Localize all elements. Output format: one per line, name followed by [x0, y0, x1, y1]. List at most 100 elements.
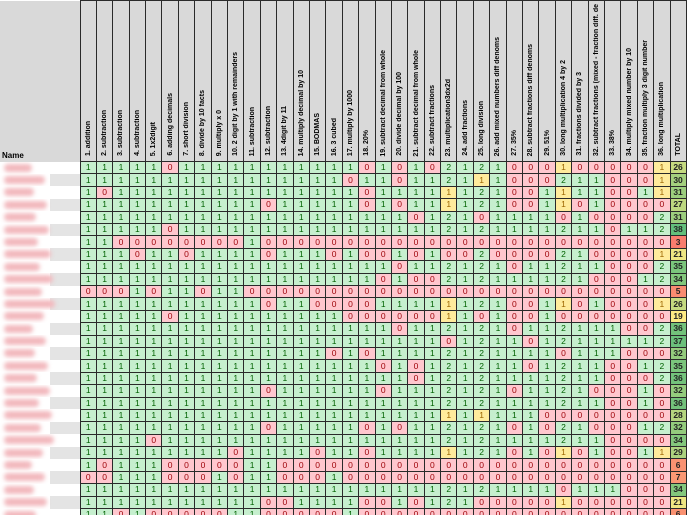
score-cell[interactable]: 1 [456, 408, 474, 423]
score-cell[interactable]: 1 [538, 359, 556, 373]
student-name-redacted[interactable] [0, 359, 81, 373]
score-cell[interactable]: 1 [177, 198, 196, 212]
score-cell[interactable]: 1 [210, 322, 229, 336]
score-cell[interactable]: 0 [177, 235, 196, 249]
score-cell[interactable]: 1 [603, 346, 622, 361]
score-cell[interactable]: 0 [587, 247, 606, 262]
score-cell[interactable]: 2 [653, 421, 671, 435]
score-cell[interactable]: 1 [587, 359, 606, 373]
score-cell[interactable]: 1 [194, 223, 212, 237]
score-cell[interactable]: 1 [456, 161, 474, 175]
score-cell[interactable]: 0 [325, 247, 343, 262]
score-cell[interactable]: 0 [161, 470, 179, 485]
score-cell[interactable]: 0 [358, 185, 376, 200]
score-cell[interactable]: 1 [390, 334, 409, 348]
score-cell[interactable]: 1 [489, 433, 507, 448]
score-cell[interactable]: 0 [472, 284, 491, 299]
score-cell[interactable]: 2 [440, 260, 458, 274]
score-cell[interactable]: 1 [145, 247, 163, 262]
score-cell[interactable]: 1 [308, 371, 327, 386]
score-cell[interactable]: 1 [636, 396, 655, 410]
score-cell[interactable]: 0 [308, 446, 327, 460]
score-cell[interactable]: 1 [358, 272, 376, 287]
score-cell[interactable]: 1 [210, 173, 229, 187]
score-cell[interactable]: 1 [161, 210, 179, 225]
score-cell[interactable]: 0 [374, 458, 392, 472]
student-name-redacted[interactable] [0, 211, 81, 224]
score-cell[interactable]: 1 [571, 247, 589, 262]
score-cell[interactable]: 0 [276, 458, 294, 472]
score-cell[interactable]: 1 [341, 396, 360, 410]
score-cell[interactable]: 0 [522, 284, 540, 299]
score-cell[interactable]: 1 [489, 334, 507, 348]
score-cell[interactable]: 1 [292, 161, 310, 175]
score-cell[interactable]: 0 [587, 309, 606, 324]
question-header[interactable]: 27. 35% [505, 0, 524, 163]
score-cell[interactable]: 1 [538, 322, 556, 336]
score-cell[interactable]: 1 [390, 247, 409, 262]
score-cell[interactable]: 1 [325, 421, 343, 435]
score-cell[interactable]: 1 [128, 272, 147, 287]
student-name-redacted[interactable] [0, 285, 81, 298]
score-cell[interactable]: 1 [423, 346, 442, 361]
score-cell[interactable]: 0 [538, 446, 556, 460]
score-cell[interactable]: 1 [210, 223, 229, 237]
score-cell[interactable]: 1 [456, 309, 474, 324]
score-cell[interactable]: 0 [620, 297, 638, 311]
score-cell[interactable]: 0 [161, 223, 179, 237]
score-cell[interactable]: 1 [276, 334, 294, 348]
score-cell[interactable]: 1 [554, 198, 573, 212]
score-cell[interactable]: 2 [440, 346, 458, 361]
score-cell[interactable]: 1 [177, 483, 196, 497]
score-cell[interactable]: 1 [227, 161, 245, 175]
score-cell[interactable]: 1 [259, 446, 278, 460]
score-cell[interactable]: 0 [603, 384, 622, 398]
score-cell[interactable]: 1 [358, 334, 376, 348]
score-cell[interactable]: 1 [128, 495, 147, 510]
score-cell[interactable]: 1 [571, 223, 589, 237]
student-name-redacted[interactable] [0, 161, 81, 174]
score-cell[interactable]: 1 [227, 322, 245, 336]
score-cell[interactable]: 0 [505, 322, 524, 336]
score-cell[interactable]: 0 [440, 235, 458, 249]
score-cell[interactable]: 0 [603, 359, 622, 373]
score-cell[interactable]: 1 [210, 446, 229, 460]
score-cell[interactable]: 1 [161, 173, 179, 187]
student-name-redacted[interactable] [0, 186, 81, 199]
score-cell[interactable]: 1 [308, 185, 327, 200]
score-cell[interactable]: 2 [554, 260, 573, 274]
score-cell[interactable]: 0 [636, 346, 655, 361]
score-cell[interactable]: 1 [374, 396, 392, 410]
score-cell[interactable]: 2 [440, 396, 458, 410]
score-cell[interactable]: 1 [505, 359, 524, 373]
score-cell[interactable]: 1 [112, 185, 130, 200]
score-cell[interactable]: 1 [407, 384, 425, 398]
score-cell[interactable]: 1 [489, 210, 507, 225]
score-cell[interactable]: 2 [440, 359, 458, 373]
score-cell[interactable]: 1 [423, 185, 442, 200]
score-cell[interactable]: 0 [374, 470, 392, 485]
score-cell[interactable]: 1 [325, 309, 343, 324]
score-cell[interactable]: 1 [227, 396, 245, 410]
score-cell[interactable]: 1 [161, 284, 179, 299]
score-cell[interactable]: 1 [79, 247, 97, 262]
score-cell[interactable]: 1 [194, 272, 212, 287]
score-cell[interactable]: 1 [292, 421, 310, 435]
score-cell[interactable]: 0 [620, 210, 638, 225]
score-cell[interactable]: 1 [456, 210, 474, 225]
score-cell[interactable]: 1 [587, 198, 606, 212]
score-cell[interactable]: 0 [390, 161, 409, 175]
score-cell[interactable]: 1 [177, 495, 196, 510]
score-cell[interactable]: 2 [653, 359, 671, 373]
score-cell[interactable]: 0 [587, 508, 606, 515]
score-cell[interactable]: 1 [292, 371, 310, 386]
score-cell[interactable]: 0 [653, 508, 671, 515]
score-cell[interactable]: 1 [489, 446, 507, 460]
score-cell[interactable]: 1 [636, 185, 655, 200]
score-cell[interactable]: 1 [538, 334, 556, 348]
score-cell[interactable]: 0 [522, 297, 540, 311]
score-cell[interactable]: 0 [620, 421, 638, 435]
score-cell[interactable]: 0 [505, 458, 524, 472]
score-cell[interactable]: 1 [227, 371, 245, 386]
score-cell[interactable]: 1 [128, 359, 147, 373]
